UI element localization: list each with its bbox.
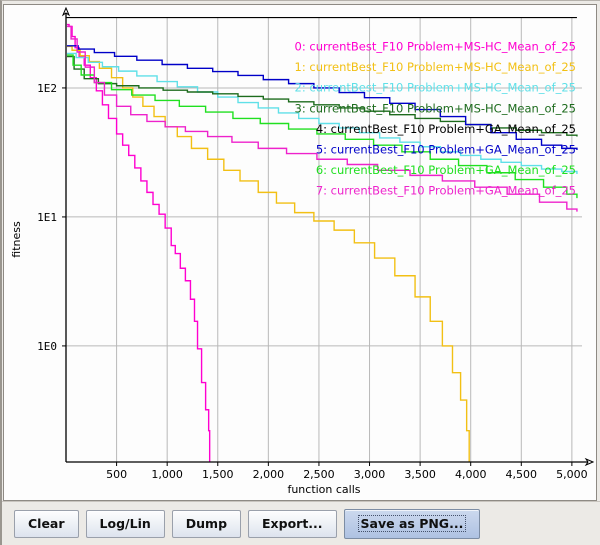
dump-button-label: Dump xyxy=(185,515,228,531)
chart-plot-panel[interactable]: 500 1,000 1,500 2,000 2,500 3,000 3,500 4,000 4,… xyxy=(3,4,597,501)
log-lin-button[interactable]: Log/Lin xyxy=(85,509,165,538)
xtick-label-0: 500 xyxy=(106,468,127,481)
xtick-label-1: 1,000 xyxy=(151,468,183,481)
xtick-label-3: 2,000 xyxy=(253,468,285,481)
y-axis-arrow-icon xyxy=(61,6,71,17)
series-line-0 xyxy=(67,23,211,462)
legend-entry-5[interactable]: 5: currentBest_F10 Problem+GA_Mean_of_25 xyxy=(316,143,576,157)
legend-entry-3[interactable]: 3: currentBest_F10 Problem+MS-HC_Mean_of… xyxy=(295,101,576,115)
x-axis-title: function calls xyxy=(287,483,360,496)
series-group xyxy=(66,17,578,462)
series-line-6 xyxy=(67,54,578,199)
series-line-1 xyxy=(67,45,470,462)
series-line-3 xyxy=(67,55,578,137)
x-axis-arrow-icon xyxy=(584,457,595,467)
xtick-label-8: 4,500 xyxy=(506,468,538,481)
fitness-vs-function-calls-chart: 500 1,000 1,500 2,000 2,500 3,000 3,500 4,000 4,… xyxy=(4,5,596,500)
ytick-label-1: 1E1 xyxy=(37,211,57,224)
ytick-label-0: 1E2 xyxy=(37,82,57,95)
save-as-png-button[interactable]: Save as PNG... xyxy=(343,508,481,539)
y-axis-title: fitness xyxy=(10,221,23,258)
xtick-label-6: 3,500 xyxy=(404,468,436,481)
log-lin-button-label: Log/Lin xyxy=(99,515,151,531)
export-button-label: Export... xyxy=(262,515,323,531)
tick-marks: 500 1,000 1,500 2,000 2,500 3,000 3,500 4,000 4,… xyxy=(37,82,588,481)
xtick-label-9: 5,000 xyxy=(556,468,588,481)
chart-toolbar: Clear Log/Lin Dump Export... Save as PNG… xyxy=(2,501,600,545)
legend-entry-7[interactable]: 7: currentBest_F10 Problem+GA_Mean_of_25 xyxy=(316,184,576,198)
clear-button-label: Clear xyxy=(28,515,65,531)
save-as-png-button-label: Save as PNG... xyxy=(357,514,467,532)
legend-entry-2[interactable]: 2: currentBest_F10 Problem+MS-HC_Mean_of… xyxy=(295,81,576,95)
legend-entry-4[interactable]: 4: currentBest_F10 Problem+GA_Mean_of_25 xyxy=(316,122,576,136)
xtick-label-2: 1,500 xyxy=(202,468,234,481)
xtick-label-4: 2,500 xyxy=(303,468,335,481)
dump-button[interactable]: Dump xyxy=(171,509,242,538)
series-line-7 xyxy=(67,25,578,212)
legend-entry-0[interactable]: 0: currentBest_F10 Problem+MS-HC_Mean_of… xyxy=(295,40,576,54)
xtick-label-7: 4,000 xyxy=(455,468,487,481)
export-button[interactable]: Export... xyxy=(248,509,337,538)
legend-entry-6[interactable]: 6: currentBest_F10 Problem+GA_Mean_of_25 xyxy=(316,163,576,177)
legend: 0: currentBest_F10 Problem+MS-HC_Mean_of… xyxy=(295,40,576,198)
legend-entry-1[interactable]: 1: currentBest_F10 Problem+MS-HC_Mean_of… xyxy=(295,60,576,74)
series-line-5 xyxy=(67,45,578,151)
series-line-2 xyxy=(67,52,578,175)
clear-button[interactable]: Clear xyxy=(14,509,79,538)
ytick-label-2: 1E0 xyxy=(37,340,57,353)
xtick-label-5: 3,000 xyxy=(354,468,386,481)
